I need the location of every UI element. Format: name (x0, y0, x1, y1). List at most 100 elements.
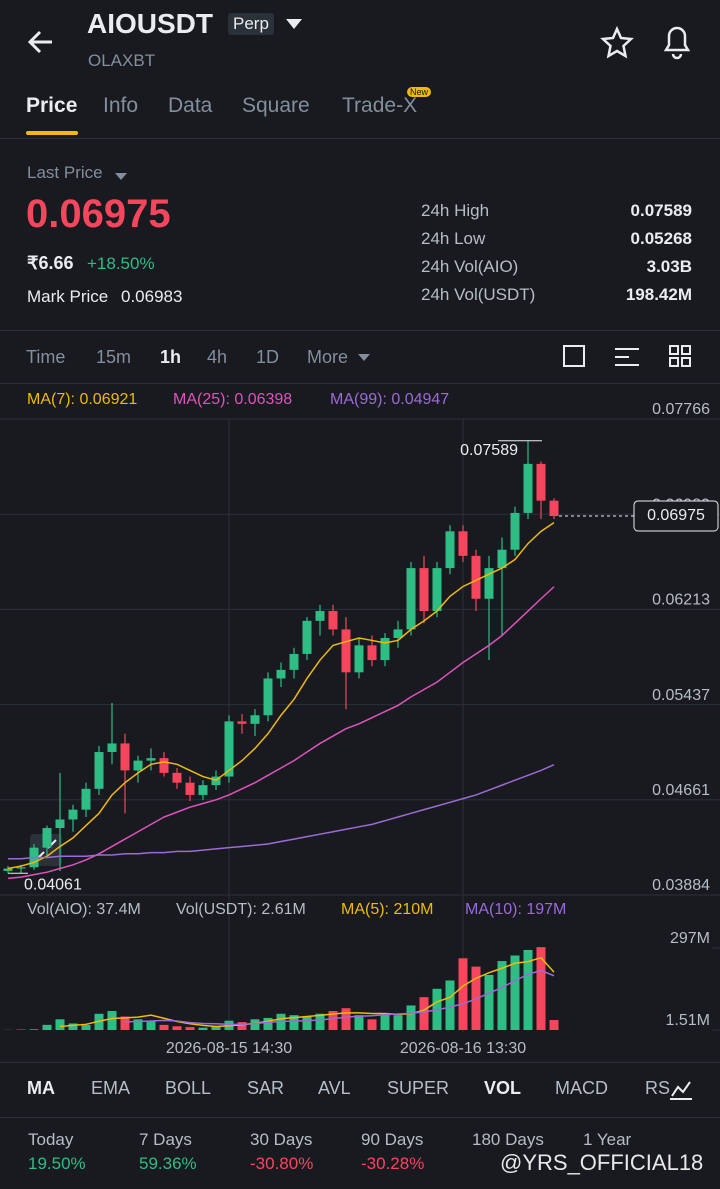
indicator-icon[interactable] (670, 1081, 692, 1100)
mark-value: 0.06983 (121, 287, 183, 306)
volume-bar (367, 1019, 377, 1030)
y-tick-label: 0.07766 (652, 401, 710, 418)
y-tick-label: 0.03884 (652, 877, 710, 894)
star-icon[interactable] (600, 25, 634, 59)
timeframe[interactable]: More (307, 347, 349, 367)
stat-value: 3.03B (646, 257, 692, 276)
volume-bar (198, 1027, 208, 1030)
tab[interactable]: Trade-X (342, 94, 418, 117)
legend-entry: MA(10): 197M (465, 901, 566, 918)
candle-body (419, 568, 429, 612)
legend-entry: MA(5): 210M (341, 901, 433, 918)
legend-entry: MA(25): 0.06398 (173, 391, 292, 408)
last-price-tag (633, 500, 719, 532)
divider (0, 383, 720, 384)
back-icon[interactable] (27, 30, 52, 54)
volume-bar (159, 1024, 169, 1030)
volume-bar (354, 1015, 364, 1030)
indicator[interactable]: RS (645, 1078, 671, 1098)
candle-body (354, 645, 364, 673)
timeframe[interactable]: 1D (256, 347, 280, 367)
candle-body (185, 782, 195, 795)
volume-bar (42, 1024, 52, 1030)
volume-bar (484, 974, 494, 1030)
indicator[interactable]: MA (27, 1078, 55, 1098)
symbol: AIOUSDT (87, 8, 213, 39)
ma-line (59, 956, 555, 1028)
candle-body (445, 531, 455, 569)
volume-bar (419, 997, 429, 1030)
candle-body (471, 555, 481, 599)
candle-body (523, 463, 533, 513)
volume-bar (120, 1016, 130, 1030)
bell-icon[interactable] (663, 26, 691, 60)
tab[interactable]: Data (168, 94, 213, 117)
volume-bar (328, 1010, 338, 1030)
x-tick-label: 2026-08-16 13:30 (400, 1040, 526, 1057)
tab[interactable]: Info (103, 94, 139, 117)
indicator[interactable]: MACD (555, 1078, 608, 1098)
stat-label: 24h High (421, 201, 490, 220)
candle-body (146, 758, 156, 761)
y-tick-label: 0.05437 (652, 687, 710, 704)
tab[interactable]: Price (26, 94, 78, 117)
volume-bar (211, 1026, 221, 1030)
last-price-label: 0.06975 (647, 507, 705, 524)
high-label: 0.07589 (460, 442, 518, 459)
legend-entry: Vol(USDT): 2.61M (176, 901, 306, 918)
perf-value: 19.50% (28, 1154, 86, 1173)
indicator[interactable]: AVL (318, 1078, 351, 1098)
stat-value: 198.42M (625, 285, 692, 304)
candle-body (55, 819, 65, 829)
candle-body (276, 669, 286, 679)
candle-body (315, 611, 325, 621)
dropdown-icon[interactable] (286, 19, 302, 29)
inr-price: ₹6.66 (27, 253, 74, 273)
y-tick-label: 1.51M (666, 1012, 710, 1029)
candle-body (263, 678, 273, 716)
candle-body (172, 772, 182, 783)
perf-label: 1 Year (583, 1130, 632, 1149)
perf-value: -30.80% (250, 1154, 314, 1173)
subtitle: OLAXBT (88, 51, 156, 70)
timeframe[interactable]: Time (26, 347, 66, 367)
volume-bar (29, 1029, 39, 1030)
mark-label: Mark Price (27, 287, 109, 306)
volume-bar (445, 980, 455, 1030)
indicator[interactable]: SAR (247, 1078, 285, 1098)
y-tick-label: 0.04661 (652, 782, 710, 799)
tool-icon[interactable] (563, 345, 585, 367)
candle-body (237, 721, 247, 724)
candle-body (341, 629, 351, 673)
legend-entry: Vol(AIO): 37.4M (27, 901, 141, 918)
volume-bar (458, 958, 468, 1030)
candle-body (302, 620, 312, 654)
price-label: Last Price (27, 163, 103, 182)
volume-bar (393, 1015, 403, 1030)
divider (0, 138, 720, 139)
indicator[interactable]: EMA (91, 1078, 131, 1098)
timeframe[interactable]: 4h (207, 347, 228, 367)
candle-body (380, 637, 390, 661)
indicator[interactable]: SUPER (387, 1078, 450, 1098)
indicator[interactable]: BOLL (165, 1078, 212, 1098)
volume-bar (68, 1023, 78, 1030)
timeframe[interactable]: 15m (96, 347, 132, 367)
perf-value: 59.36% (139, 1154, 197, 1173)
indicator[interactable]: VOL (484, 1078, 522, 1098)
settings-icon[interactable] (615, 348, 639, 366)
candle-body (367, 645, 377, 661)
candle-body (42, 828, 52, 848)
stat-label: 24h Vol(AIO) (421, 257, 519, 276)
candle-body (250, 715, 260, 724)
watermark: @YRS_OFFICIAL18 (500, 1150, 704, 1175)
timeframe[interactable]: 1h (160, 347, 182, 367)
candle-body (159, 758, 169, 773)
volume-bar (536, 947, 546, 1030)
candle-body (328, 611, 338, 630)
layout-icon[interactable] (669, 345, 691, 367)
candle-body (133, 760, 143, 771)
chart: 2026-08-15 14:30 2026-08-16 13:30 0.03884 0… (0, 391, 720, 1057)
tab[interactable]: Square (242, 94, 310, 117)
volume-bar (185, 1027, 195, 1030)
